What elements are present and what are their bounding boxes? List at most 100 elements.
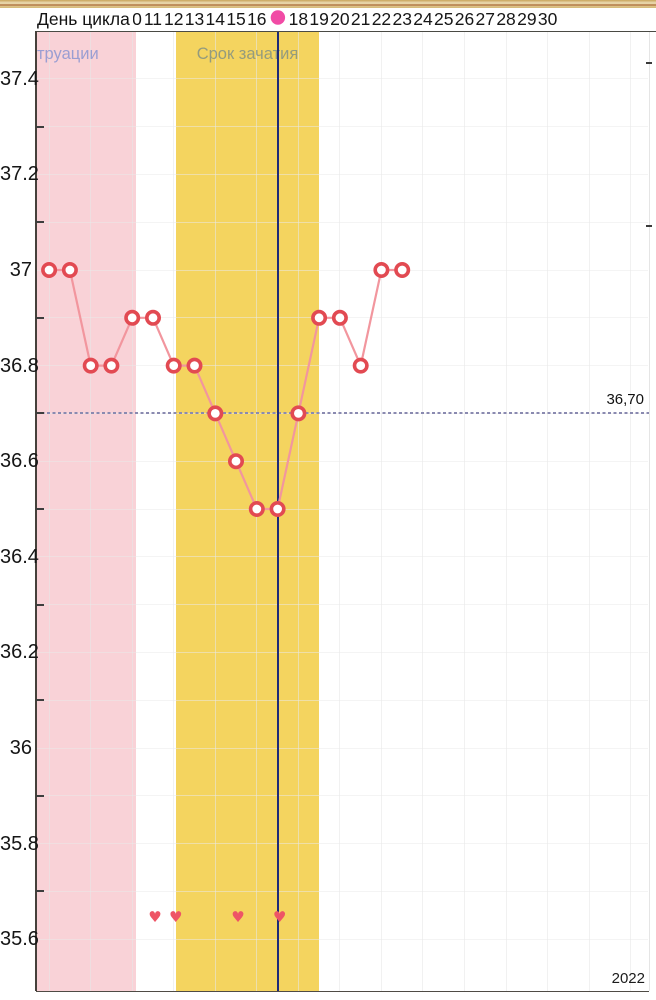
coverline-dotted-line xyxy=(36,412,649,414)
current-day-dot[interactable] xyxy=(270,10,286,25)
temp-point-day-9[interactable] xyxy=(103,357,120,374)
day-label[interactable]: 18 xyxy=(288,9,309,29)
intercourse-heart-icon[interactable]: ♥ xyxy=(169,908,182,926)
day-label[interactable]: 11 xyxy=(143,9,163,29)
horizontal-gridline xyxy=(36,460,648,462)
vertical-gridline xyxy=(48,31,50,991)
horizontal-gridline xyxy=(36,126,648,128)
vertical-gridline xyxy=(547,31,549,991)
horizontal-gridline xyxy=(36,78,648,80)
day-label[interactable]: 21 xyxy=(350,9,371,29)
vertical-gridline xyxy=(173,31,175,991)
temp-point-day-17[interactable] xyxy=(269,500,286,517)
y-axis-minor-tick xyxy=(35,125,44,128)
temp-point-day-14[interactable] xyxy=(207,405,224,422)
temp-point-day-21[interactable] xyxy=(352,357,369,374)
y-axis-minor-tick xyxy=(35,890,44,893)
y-axis-minor-tick xyxy=(35,508,44,510)
vertical-gridline xyxy=(588,31,590,991)
horizontal-gridline xyxy=(36,747,648,749)
conception-band xyxy=(176,31,320,991)
day-label[interactable]: 16 xyxy=(247,9,267,29)
day-label[interactable]: 30 xyxy=(537,9,558,29)
temp-point-day-22[interactable] xyxy=(373,261,390,278)
day-label[interactable]: 27 xyxy=(475,9,496,29)
horizontal-gridline xyxy=(36,651,648,653)
top-scroll-strip-line xyxy=(0,4,656,6)
temp-point-day-6[interactable] xyxy=(41,261,58,278)
horizontal-gridline xyxy=(36,843,648,845)
horizontal-gridline xyxy=(36,795,648,797)
conception-band-label: Срок зачатия xyxy=(196,45,299,63)
y-axis-label: 36.8 xyxy=(0,354,39,377)
horizontal-gridline xyxy=(36,795,648,797)
y-axis-label: 36.4 xyxy=(0,545,39,568)
day-label[interactable]: 26 xyxy=(454,9,475,29)
day-label[interactable]: 23 xyxy=(392,9,412,29)
horizontal-gridline xyxy=(36,269,648,271)
day-label[interactable]: 13 xyxy=(184,9,205,29)
vertical-gridline xyxy=(630,31,632,991)
day-label[interactable]: 28 xyxy=(496,9,516,29)
vertical-gridline xyxy=(297,31,299,991)
temp-point-day-11[interactable] xyxy=(145,309,162,326)
horizontal-gridline xyxy=(36,699,648,701)
day-label[interactable]: 15 xyxy=(226,9,246,29)
temp-point-day-10[interactable] xyxy=(124,309,141,326)
y-axis-label: 36.2 xyxy=(0,641,39,664)
day-label[interactable]: 19 xyxy=(309,9,329,29)
vertical-gridline xyxy=(214,31,216,991)
vertical-gridline xyxy=(131,31,133,991)
y-axis-minor-tick xyxy=(35,316,44,319)
temp-point-day-23[interactable] xyxy=(394,261,411,278)
vertical-gridline xyxy=(339,31,341,991)
day-label[interactable]: 14 xyxy=(205,9,225,29)
vertical-gridline xyxy=(173,31,175,991)
y-axis-label: 35.8 xyxy=(0,832,39,855)
temp-point-day-16[interactable] xyxy=(248,500,265,517)
horizontal-gridline xyxy=(36,556,648,558)
y-axis-label: 37.2 xyxy=(0,163,39,186)
vertical-gridline xyxy=(131,31,133,991)
temp-point-day-8[interactable] xyxy=(82,357,99,374)
right-axis-tick xyxy=(646,225,652,228)
horizontal-gridline xyxy=(36,651,648,653)
temp-point-day-12[interactable] xyxy=(165,357,182,374)
horizontal-gridline xyxy=(36,508,648,510)
day-label[interactable]: 22 xyxy=(371,9,392,29)
horizontal-gridline xyxy=(36,78,648,80)
vertical-gridline xyxy=(214,31,216,991)
day-label[interactable]: 29 xyxy=(517,9,537,29)
axis-line-right xyxy=(648,31,650,991)
temp-point-day-7[interactable] xyxy=(61,261,78,278)
temp-point-day-19[interactable] xyxy=(311,309,328,326)
vertical-gridline xyxy=(297,31,299,991)
horizontal-gridline xyxy=(36,221,648,223)
temp-point-day-13[interactable] xyxy=(186,357,203,374)
axis-line-top xyxy=(35,31,656,33)
axis-line-bottom xyxy=(35,990,649,993)
menstruation-band xyxy=(35,31,137,991)
day-label[interactable]: 24 xyxy=(413,9,433,29)
y-axis-minor-tick xyxy=(35,412,44,415)
vertical-gridline xyxy=(630,31,632,991)
vertical-gridline xyxy=(422,31,424,991)
temp-point-day-15[interactable] xyxy=(228,453,245,470)
intercourse-heart-icon[interactable]: ♥ xyxy=(231,908,244,926)
y-axis-label: 35.6 xyxy=(0,928,39,951)
intercourse-heart-icon[interactable]: ♥ xyxy=(148,908,161,926)
intercourse-heart-icon[interactable]: ♥ xyxy=(273,908,286,926)
day-label[interactable]: 20 xyxy=(330,9,350,29)
day-label[interactable]: 25 xyxy=(434,9,454,29)
horizontal-gridline xyxy=(36,938,648,940)
vertical-gridline xyxy=(380,31,382,991)
day-label[interactable]: 12 xyxy=(164,9,184,29)
horizontal-gridline xyxy=(36,604,648,606)
temp-point-day-20[interactable] xyxy=(331,309,348,326)
temperature-line xyxy=(49,268,403,511)
horizontal-gridline xyxy=(36,460,648,462)
horizontal-gridline xyxy=(36,365,648,367)
temp-point-day-18[interactable] xyxy=(290,405,307,422)
horizontal-gridline xyxy=(36,890,648,892)
